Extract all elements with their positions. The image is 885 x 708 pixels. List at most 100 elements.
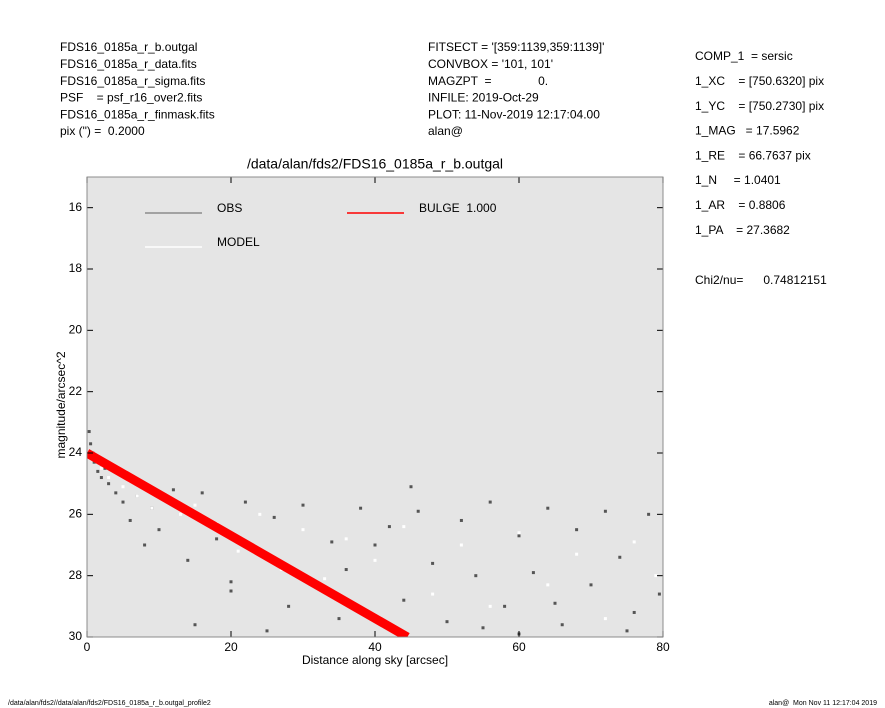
point	[107, 476, 111, 480]
info-right: 1_XC = [750.6320] pix	[695, 74, 824, 88]
point	[186, 558, 190, 562]
x-tick-label: 60	[512, 640, 526, 654]
plot-marks	[87, 430, 661, 637]
point	[107, 482, 111, 486]
point	[657, 592, 661, 596]
point	[99, 476, 103, 480]
point	[193, 503, 197, 507]
y-tick-label: 26	[69, 507, 83, 521]
y-tick-label: 28	[69, 568, 83, 582]
point	[632, 610, 636, 614]
point	[229, 589, 233, 593]
info-middle: INFILE: 2019-Oct-29	[428, 91, 539, 105]
point	[243, 500, 247, 504]
point	[575, 552, 579, 556]
y-tick-label: 30	[69, 629, 83, 643]
point	[179, 512, 183, 516]
point	[402, 598, 406, 602]
point	[114, 491, 118, 495]
x-tick-label: 20	[224, 640, 238, 654]
info-right: 1_RE = 66.7637 pix	[695, 148, 811, 162]
y-axis-label: magnitude/arcsec^2	[54, 351, 68, 458]
point	[546, 506, 550, 510]
point	[171, 488, 175, 492]
point	[488, 604, 492, 608]
info-middle: CONVBOX = '101, 101'	[428, 57, 553, 71]
info-middle: MAGZPT = 0.	[428, 74, 548, 88]
point	[215, 537, 219, 541]
point	[431, 561, 435, 565]
point	[121, 485, 125, 489]
point	[481, 626, 485, 630]
point	[560, 623, 564, 627]
point	[200, 491, 204, 495]
point	[531, 571, 535, 575]
point	[128, 518, 132, 522]
info-right: 1_N = 1.0401	[695, 173, 781, 187]
info-right: 1_AR = 0.8806	[695, 198, 786, 212]
info-left: FDS16_0185a_r_finmask.fits	[60, 107, 215, 121]
point	[654, 574, 658, 578]
plot-area	[86, 176, 664, 638]
point	[258, 512, 262, 516]
point	[474, 574, 478, 578]
chart-title: /data/alan/fds2/FDS16_0185a_r_b.outgal	[247, 156, 503, 172]
legend-label: OBS	[217, 201, 242, 215]
point	[301, 503, 305, 507]
info-right: 1_PA = 27.3682	[695, 223, 790, 237]
point	[589, 583, 593, 587]
footer-right: alan@ Mon Nov 11 12:17:04 2019	[769, 700, 877, 707]
point	[193, 623, 197, 627]
point	[647, 512, 651, 516]
point	[157, 528, 161, 532]
point	[135, 494, 139, 498]
point	[229, 580, 233, 584]
point	[89, 442, 93, 446]
y-tick-label: 16	[69, 200, 83, 214]
point	[99, 466, 103, 470]
info-left: pix (") = 0.2000	[60, 124, 145, 138]
point	[121, 500, 125, 504]
point	[301, 528, 305, 532]
point	[459, 543, 463, 547]
x-axis-label: Distance along sky [arcsec]	[302, 653, 448, 667]
point	[431, 592, 435, 596]
info-middle: FITSECT = '[359:1139,359:1139]'	[428, 40, 604, 54]
info-left: FDS16_0185a_r_sigma.fits	[60, 74, 205, 88]
point	[618, 555, 622, 559]
point	[272, 515, 276, 519]
point	[402, 525, 406, 529]
point	[409, 485, 413, 489]
point	[87, 430, 91, 434]
footer-left: /data/alan/fds2//data/alan/fds2/FDS16_01…	[8, 700, 211, 707]
info-right: 1_MAG = 17.5962	[695, 124, 800, 138]
chi2: Chi2/nu= 0.74812151	[695, 273, 827, 287]
point	[625, 629, 629, 633]
point	[488, 500, 492, 504]
point	[517, 531, 521, 535]
point	[323, 577, 327, 581]
info-middle: alan@	[428, 124, 463, 138]
x-tick-label: 40	[368, 640, 382, 654]
point	[603, 509, 607, 513]
point	[265, 629, 269, 633]
point	[337, 617, 341, 621]
point	[546, 583, 550, 587]
x-tick-label: 0	[84, 640, 91, 654]
point	[517, 534, 521, 538]
legend-label: BULGE 1.000	[419, 201, 497, 215]
y-tick-label: 20	[69, 323, 83, 337]
point	[603, 617, 607, 621]
point	[344, 568, 348, 572]
point	[236, 549, 240, 553]
y-tick-label: 24	[69, 445, 83, 459]
point	[143, 543, 147, 547]
point	[445, 620, 449, 624]
point	[387, 525, 391, 529]
x-tick-label: 80	[656, 640, 670, 654]
point	[503, 604, 507, 608]
point	[330, 540, 334, 544]
point	[287, 604, 291, 608]
info-left: FDS16_0185a_r_b.outgal	[60, 40, 197, 54]
point	[344, 537, 348, 541]
